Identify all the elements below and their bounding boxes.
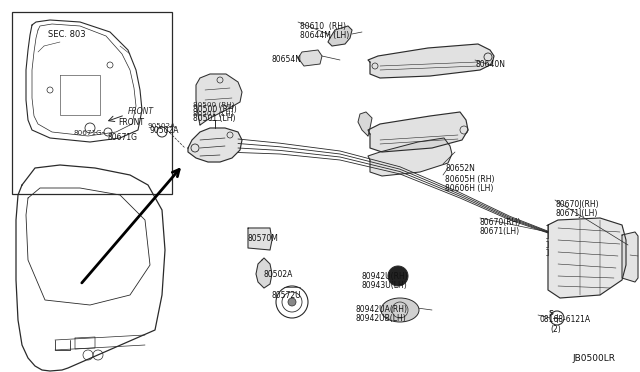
- Text: 80606H (LH): 80606H (LH): [445, 184, 493, 193]
- Polygon shape: [256, 258, 272, 288]
- Polygon shape: [298, 50, 322, 66]
- Text: SEC. 803: SEC. 803: [48, 30, 86, 39]
- Text: 80943U(LH): 80943U(LH): [362, 281, 408, 290]
- Text: 80671(LH): 80671(LH): [480, 227, 520, 236]
- Polygon shape: [358, 112, 372, 136]
- Text: 80671J(LH): 80671J(LH): [555, 209, 597, 218]
- Polygon shape: [196, 74, 242, 125]
- Text: 08168-6121A: 08168-6121A: [540, 315, 591, 324]
- Polygon shape: [622, 232, 638, 282]
- Text: FRONT: FRONT: [118, 118, 144, 127]
- Ellipse shape: [381, 298, 419, 322]
- Bar: [12, 12, 172, 194]
- Text: 80942UB(LH): 80942UB(LH): [356, 314, 407, 323]
- Polygon shape: [328, 26, 352, 46]
- Circle shape: [288, 298, 296, 306]
- Polygon shape: [368, 44, 494, 78]
- Text: 90502A: 90502A: [148, 123, 176, 129]
- Text: 80570M: 80570M: [248, 234, 279, 243]
- Text: 80652N: 80652N: [445, 164, 475, 173]
- Text: 80572U: 80572U: [272, 291, 301, 300]
- Text: 80670(RH): 80670(RH): [480, 218, 522, 227]
- Text: 80942UA(RH): 80942UA(RH): [356, 305, 408, 314]
- Circle shape: [388, 266, 408, 286]
- Text: 80610  (RH): 80610 (RH): [300, 22, 346, 31]
- Text: 80644M (LH): 80644M (LH): [300, 31, 349, 40]
- Polygon shape: [368, 112, 468, 152]
- Text: 80501 (LH): 80501 (LH): [193, 114, 236, 123]
- Polygon shape: [548, 218, 626, 298]
- Text: 80500 (RH): 80500 (RH): [193, 102, 234, 108]
- Polygon shape: [368, 138, 452, 176]
- Polygon shape: [188, 128, 242, 162]
- Text: S: S: [548, 310, 554, 316]
- Text: 80640N: 80640N: [475, 60, 505, 69]
- Text: JB0500LR: JB0500LR: [572, 354, 615, 363]
- Text: 80502A: 80502A: [263, 270, 292, 279]
- Text: 80671G: 80671G: [108, 133, 138, 142]
- Text: 90502A: 90502A: [150, 126, 179, 135]
- Polygon shape: [248, 228, 272, 250]
- Text: FRONT: FRONT: [128, 108, 154, 116]
- Text: (2): (2): [550, 325, 561, 334]
- Text: 80671G: 80671G: [73, 130, 102, 136]
- Text: 80670J(RH): 80670J(RH): [555, 200, 598, 209]
- Text: 80942U(RH): 80942U(RH): [362, 272, 409, 281]
- Text: 80500 (RH): 80500 (RH): [193, 105, 237, 114]
- Text: 80501 (LH): 80501 (LH): [193, 111, 234, 117]
- Text: 80605H (RH): 80605H (RH): [445, 175, 495, 184]
- Text: 80654N: 80654N: [272, 55, 302, 64]
